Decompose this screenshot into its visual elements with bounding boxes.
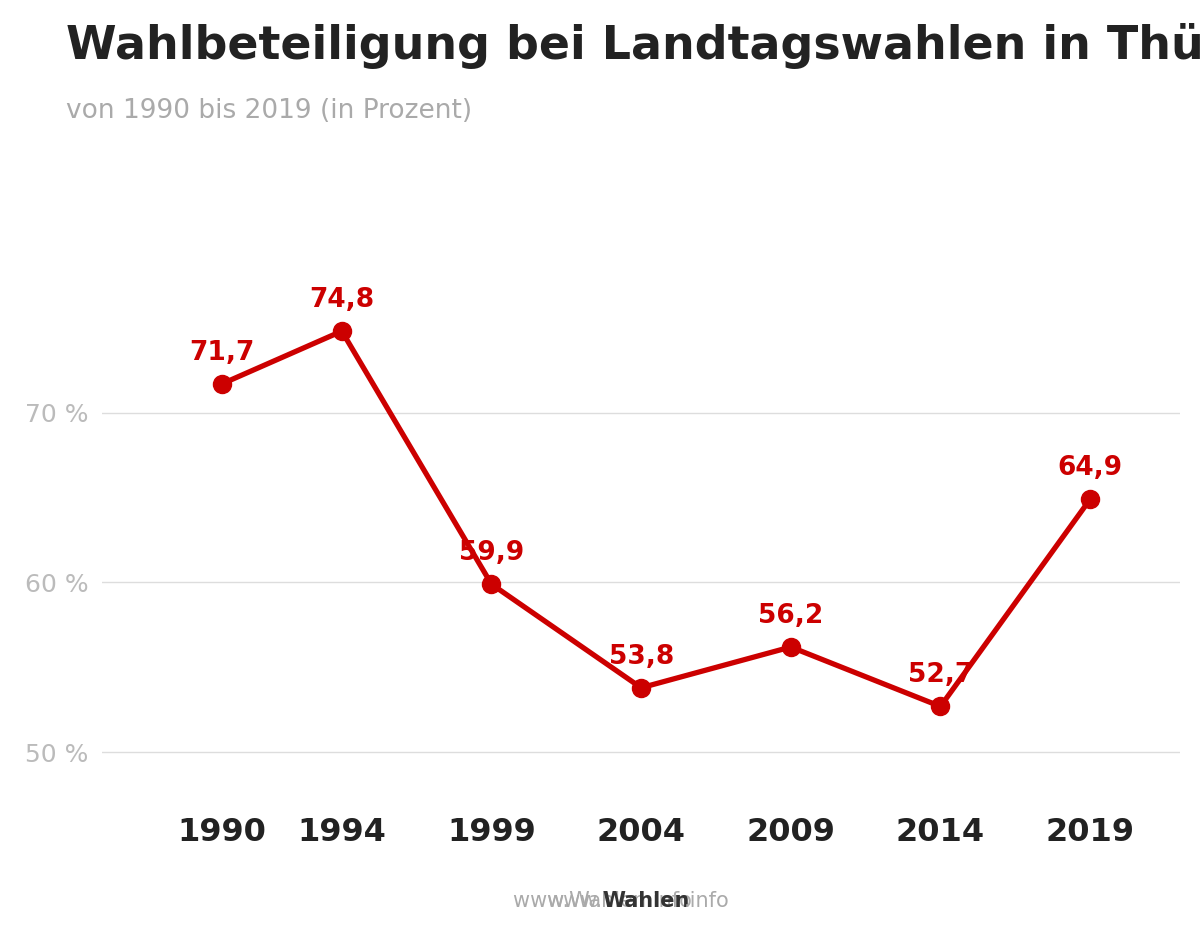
Text: Wahlbeteiligung bei Landtagswahlen in Thüringen: Wahlbeteiligung bei Landtagswahlen in Th… [66, 23, 1204, 69]
Text: Wahlen: Wahlen [602, 891, 690, 911]
Text: 71,7: 71,7 [189, 340, 255, 366]
Text: .info: .info [684, 891, 730, 911]
Text: 74,8: 74,8 [309, 287, 374, 313]
Text: www.​Wahlen​.info: www.​Wahlen​.info [513, 891, 691, 911]
Text: 56,2: 56,2 [759, 603, 824, 629]
Text: www.: www. [545, 891, 602, 911]
Text: 52,7: 52,7 [908, 662, 973, 688]
Text: 64,9: 64,9 [1057, 455, 1122, 481]
Text: 59,9: 59,9 [459, 540, 524, 566]
Text: von 1990 bis 2019 (in Prozent): von 1990 bis 2019 (in Prozent) [66, 98, 472, 124]
Text: 53,8: 53,8 [608, 644, 674, 670]
